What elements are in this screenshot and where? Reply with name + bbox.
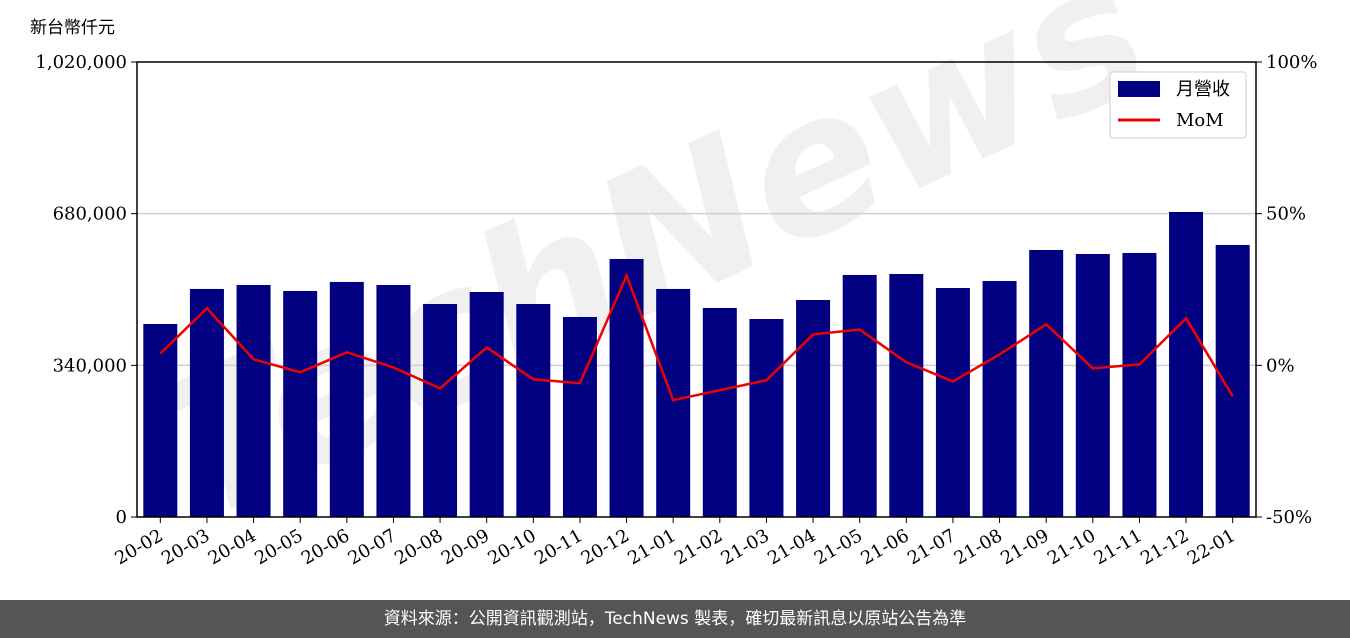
line [159, 272, 1234, 402]
x-tick-label: 20-06 [298, 525, 353, 569]
x-tick-label: 21-10 [1044, 525, 1099, 569]
bar [1215, 244, 1250, 517]
x-tick-label: 20-07 [344, 525, 399, 569]
bar [842, 274, 877, 517]
x-tick-label: 20-09 [438, 525, 493, 569]
y-tick-label: 1,020,000 [35, 52, 127, 73]
legend-label: MoM [1176, 110, 1224, 131]
legend: 月營收 MoM [1109, 71, 1247, 139]
x-tick-label: 20-11 [531, 525, 586, 569]
bar [376, 284, 411, 517]
bar [329, 281, 364, 517]
bar [1122, 252, 1157, 517]
bar [1029, 249, 1064, 517]
x-tick-label: 21-11 [1090, 525, 1145, 569]
y2-tick-label: -50% [1266, 507, 1312, 528]
x-tick-label: 20-12 [578, 525, 633, 569]
bar [1075, 253, 1110, 517]
bar [189, 288, 224, 517]
x-tick-label: 21-02 [671, 525, 726, 569]
x-tick-label: 21-03 [717, 525, 772, 569]
plot-frame [136, 61, 1257, 518]
y2-tick-label: 50% [1266, 204, 1306, 225]
x-tick-label: 21-05 [811, 525, 866, 569]
y-tick-label: 0 [116, 507, 127, 528]
footer: 資料來源：公開資訊觀測站，TechNews 製表，確切最新訊息以原站公告為準 [0, 600, 1350, 638]
x-tick-label: 21-09 [997, 525, 1052, 569]
bar [702, 307, 737, 517]
x-tick-label: 20-08 [391, 525, 446, 569]
bar [143, 323, 178, 517]
x-tick-label: 21-12 [1137, 525, 1192, 569]
y-tick-label: 340,000 [53, 355, 127, 376]
x-tick-label: 21-01 [624, 525, 679, 569]
bar [236, 284, 271, 517]
bar [609, 258, 644, 517]
chart: 新台幣仟元 TechNews0340,000680,0001,020,000-5… [30, 0, 1317, 569]
bar [889, 273, 924, 517]
y-tick-label: 680,000 [53, 204, 127, 225]
bar [982, 280, 1017, 517]
bar [516, 303, 551, 517]
bar [283, 290, 318, 517]
bar [562, 316, 597, 517]
bar [749, 318, 784, 517]
x-tick-label: 20-03 [158, 525, 213, 569]
x-tick-label: 21-04 [764, 525, 819, 569]
bar [656, 288, 691, 517]
y-axis-label: 新台幣仟元 [30, 18, 115, 38]
bar [1169, 211, 1204, 518]
bar [423, 303, 458, 517]
x-tick-label: 21-08 [951, 525, 1006, 569]
legend-label: 月營收 [1176, 79, 1230, 100]
x-tick-label: 20-10 [484, 525, 539, 569]
x-tick-label: 21-07 [904, 525, 959, 569]
x-tick-label: 22-01 [1184, 525, 1239, 569]
x-tick-label: 21-06 [857, 525, 912, 569]
x-tick-label: 20-02 [111, 525, 166, 569]
y2-tick-label: 100% [1266, 52, 1317, 73]
legend-swatch [1118, 81, 1160, 97]
bar [469, 291, 504, 517]
bar [935, 287, 970, 517]
y2-tick-label: 0% [1266, 355, 1295, 376]
bar [796, 299, 831, 517]
